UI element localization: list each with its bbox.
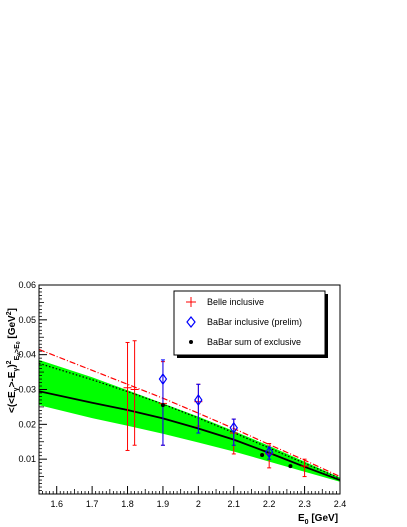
x-axis-title-main: E — [298, 513, 305, 524]
data-point-diamond — [229, 421, 238, 434]
legend: Belle inclusive BaBar inclusive (prelim)… — [173, 290, 328, 358]
x-tick-label: 2 — [196, 499, 201, 509]
y-axis-title-main: <(<E — [7, 391, 18, 413]
y-tick-label: 0.05 — [18, 315, 36, 325]
axis-layer: 1.6 1.7 1.8 1.9 2 2.1 2.2 2.3 2.4 0.01 0.02 0.03 0.0… — [18, 280, 346, 509]
x-tick-label: 2.3 — [298, 499, 311, 509]
y-axis-title-cond-sub2: 0 — [16, 341, 22, 344]
y-axis-title-unit-sup: 2 — [6, 311, 13, 315]
y-axis-title: <(<Eγ>-Eγ)2Eγ>E0 [GeV2] — [6, 308, 22, 413]
y-axis-title-sup: 2 — [6, 360, 13, 364]
y-axis-title-cond: E — [14, 355, 21, 360]
y-axis-title-cond-rest: >E — [14, 344, 21, 353]
data-point-layer — [123, 340, 309, 478]
x-tick-label: 1.6 — [50, 499, 63, 509]
y-axis-title-unit-close: ] — [7, 308, 18, 311]
legend-box — [173, 290, 326, 356]
legend-label-belle: Belle inclusive — [207, 297, 264, 307]
y-tick-label: 0.02 — [18, 419, 36, 429]
y-tick-label: 0.06 — [18, 280, 36, 290]
x-axis-title-sub: 0 — [305, 519, 309, 526]
data-point-diamond — [158, 373, 168, 386]
legend-marker-diamond — [186, 316, 196, 328]
x-axis-title: E0 [GeV] — [298, 513, 338, 526]
legend-marker-cross — [186, 297, 196, 307]
data-point-dot — [260, 452, 265, 457]
data-point-diamond — [194, 393, 203, 406]
y-axis-title-mid: >-E — [7, 371, 18, 387]
x-tick-label: 1.9 — [157, 499, 170, 509]
curve-dashdot — [39, 348, 340, 478]
legend-entry-babar-inclusive: BaBar inclusive (prelim) — [186, 316, 302, 328]
y-axis-title-sub2: γ — [13, 368, 20, 372]
data-point-dot — [160, 403, 165, 408]
data-point-diamond — [264, 446, 274, 459]
x-tick-label: 1.7 — [86, 499, 99, 509]
y-tick-label: 0.01 — [18, 454, 36, 464]
y-axis-title-close: ) — [7, 364, 18, 367]
x-axis-title-unit: [GeV] — [309, 513, 338, 524]
y-axis-title-unit: [GeV — [7, 315, 18, 341]
y-axis-title-cond-sub: γ — [16, 353, 22, 356]
legend-marker-dot — [189, 340, 193, 344]
legend-entry-belle: Belle inclusive — [186, 297, 264, 307]
data-point-dot — [288, 464, 293, 469]
y-tick-label: 0.04 — [18, 350, 36, 360]
y-tick-label: 0.03 — [18, 385, 36, 395]
x-tick-label: 2.2 — [263, 499, 276, 509]
x-tick-label: 2.4 — [334, 499, 347, 509]
legend-entry-babar-exclusive: BaBar sum of exclusive — [189, 337, 301, 347]
legend-label-babar-inclusive: BaBar inclusive (prelim) — [207, 317, 302, 327]
legend-label-babar-exclusive: BaBar sum of exclusive — [207, 337, 301, 347]
x-tick-label: 1.8 — [121, 499, 134, 509]
y-axis-title-sub1: γ — [13, 387, 20, 391]
x-tick-label: 2.1 — [228, 499, 241, 509]
